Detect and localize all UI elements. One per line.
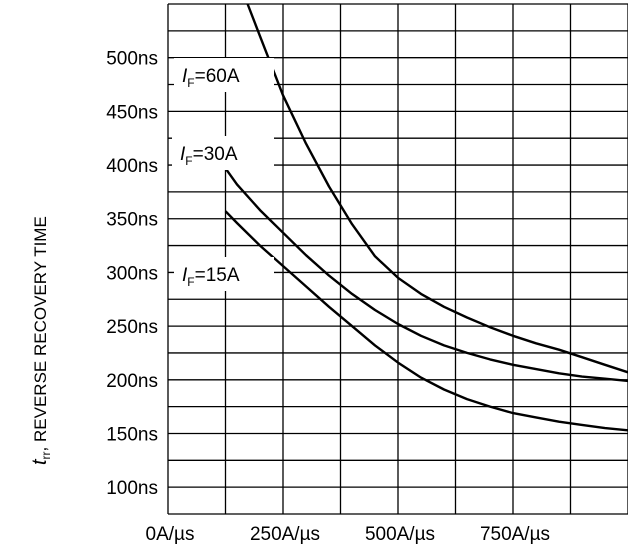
grid: [167, 3, 628, 515]
series-label-background: [174, 58, 274, 92]
y-tick-label: 400ns: [106, 156, 158, 177]
y-axis-subscript: rr: [39, 451, 53, 459]
y-tick-label: 500ns: [106, 49, 158, 70]
curves: [224, 3, 628, 432]
series-labels: IF=60A IF=30A IF=15A: [172, 58, 274, 291]
y-tick-label: 150ns: [106, 424, 158, 445]
x-tick-label: 0A/µs: [146, 524, 195, 545]
y-tick-label: 200ns: [106, 371, 158, 392]
y-axis-label-text: , REVERSE RECOVERY TIME: [31, 216, 50, 451]
axis-titles: trr, REVERSE RECOVERY TIME: [29, 216, 53, 465]
x-tick-label: 750A/µs: [480, 524, 550, 545]
series-label: IF=30A: [180, 144, 238, 168]
y-axis-title: trr, REVERSE RECOVERY TIME: [29, 216, 53, 465]
y-tick-label: 100ns: [106, 478, 158, 499]
series-line: [246, 3, 628, 374]
series-label-background: [174, 257, 274, 291]
y-tick-label: 300ns: [106, 263, 158, 284]
x-tick-label: 250A/µs: [250, 524, 320, 545]
series-line: [224, 210, 628, 432]
y-axis-symbol: t: [29, 458, 51, 465]
y-tick-label: 450ns: [106, 102, 158, 123]
series-line: [224, 167, 628, 383]
x-tick-label: 500A/µs: [365, 524, 435, 545]
series-label: IF=15A: [182, 265, 240, 289]
series-label-background: [172, 136, 274, 170]
y-tick-label: 250ns: [106, 317, 158, 338]
y-tick-label: 350ns: [106, 210, 158, 231]
tick-labels: 100ns 150ns 200ns 250ns 300ns 350ns 400ns 450ns…: [106, 49, 550, 545]
series-label: IF=60A: [182, 66, 240, 90]
